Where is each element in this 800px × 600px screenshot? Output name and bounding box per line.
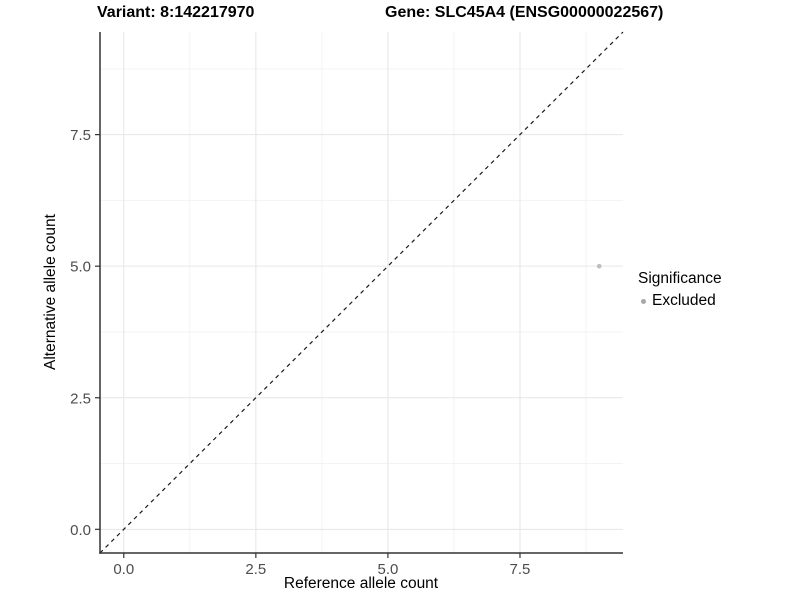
identity-dashed-line xyxy=(99,31,624,554)
y-tick-label: 7.5 xyxy=(70,127,91,144)
y-tick-label: 5.0 xyxy=(70,259,91,276)
legend-item-excluded: Excluded xyxy=(638,292,722,310)
x-tick-label: 2.5 xyxy=(245,561,266,578)
y-tick-label: 2.5 xyxy=(70,390,91,407)
x-axis-title: Reference allele count xyxy=(283,575,439,592)
x-tick-label: 5.0 xyxy=(377,561,398,578)
legend-title: Significance xyxy=(638,270,722,287)
x-tick-label: 7.5 xyxy=(510,561,531,578)
legend-item-label: Excluded xyxy=(652,292,716,309)
legend-point-icon xyxy=(641,298,646,304)
x-tick-label: 0.0 xyxy=(113,561,134,578)
legend: Significance Excluded xyxy=(638,270,722,310)
y-tick-label: 0.0 xyxy=(70,522,91,539)
plot-title-gene: Gene: SLC45A4 (ENSG00000022567) xyxy=(385,4,664,21)
y-axis-title: Alternative allele count xyxy=(42,214,59,370)
data-point xyxy=(596,263,602,269)
plot-title-variant: Variant: 8:142217970 xyxy=(97,4,255,21)
